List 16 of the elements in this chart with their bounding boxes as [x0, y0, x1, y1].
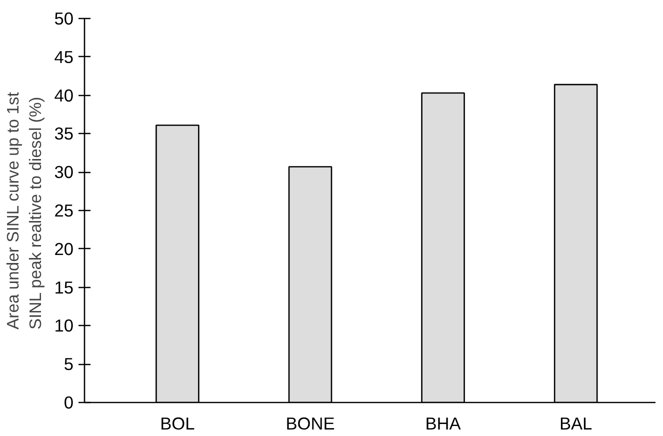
- y-tick-label: 50: [54, 8, 74, 28]
- y-axis-title: Area under SINL curve up to 1st SINL peak realtive to diesel (%): [3, 92, 46, 330]
- y-tick-label: 35: [54, 124, 74, 144]
- y-tick-label: 40: [54, 85, 74, 106]
- x-tick-label: BONE: [286, 414, 335, 434]
- y-tick-label: 25: [54, 200, 74, 220]
- y-tick-label: 20: [54, 238, 74, 259]
- y-tick-label: 10: [54, 316, 74, 336]
- y-tick-label: 5: [64, 354, 74, 374]
- x-tick-label: BOL: [160, 414, 196, 434]
- y-tick-label: 45: [54, 46, 74, 67]
- y-tick-label: 0: [64, 392, 74, 412]
- x-tick-label: BHA: [425, 414, 462, 434]
- y-tick-label: 15: [54, 277, 74, 298]
- y-tick-label: 30: [54, 162, 74, 182]
- x-tick-label: BAL: [559, 414, 593, 434]
